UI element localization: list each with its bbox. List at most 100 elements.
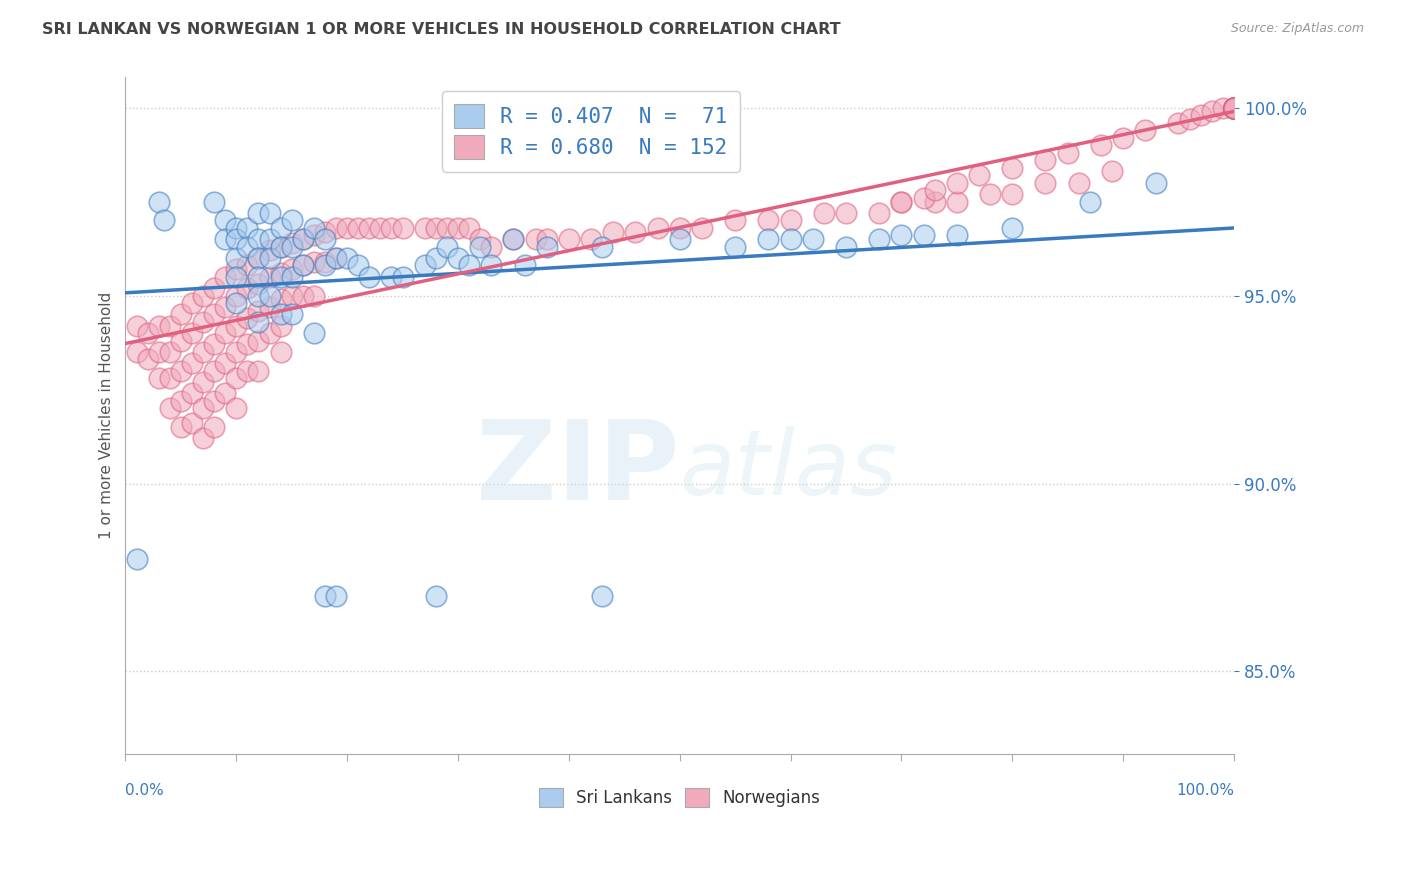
Point xyxy=(202,337,225,351)
Point xyxy=(202,194,225,209)
Point xyxy=(946,176,969,190)
Point xyxy=(690,220,713,235)
Point xyxy=(202,307,225,321)
Point xyxy=(236,311,259,326)
Point xyxy=(502,232,524,246)
Point xyxy=(756,232,779,246)
Point xyxy=(1001,161,1024,175)
Point xyxy=(1212,101,1234,115)
Point xyxy=(170,420,193,434)
Point xyxy=(779,232,801,246)
Point xyxy=(259,326,281,340)
Point xyxy=(1223,101,1246,115)
Point xyxy=(259,300,281,314)
Point xyxy=(214,356,236,370)
Text: ZIP: ZIP xyxy=(477,417,679,524)
Point xyxy=(967,168,990,182)
Point xyxy=(1178,112,1201,126)
Point xyxy=(336,251,359,265)
Point xyxy=(668,232,690,246)
Point xyxy=(225,262,247,277)
Point xyxy=(191,431,214,445)
Point xyxy=(558,232,581,246)
Point xyxy=(270,307,292,321)
Point xyxy=(325,589,347,603)
Text: 0.0%: 0.0% xyxy=(125,783,165,797)
Point xyxy=(1135,123,1157,137)
Point xyxy=(447,251,470,265)
Point xyxy=(391,220,413,235)
Point xyxy=(1035,176,1057,190)
Point xyxy=(458,259,481,273)
Point xyxy=(191,375,214,389)
Point xyxy=(1223,101,1246,115)
Point xyxy=(247,232,270,246)
Point xyxy=(813,206,835,220)
Point xyxy=(336,220,359,235)
Point xyxy=(236,220,259,235)
Y-axis label: 1 or more Vehicles in Household: 1 or more Vehicles in Household xyxy=(100,293,114,540)
Text: SRI LANKAN VS NORWEGIAN 1 OR MORE VEHICLES IN HOUSEHOLD CORRELATION CHART: SRI LANKAN VS NORWEGIAN 1 OR MORE VEHICL… xyxy=(42,22,841,37)
Point xyxy=(1144,176,1167,190)
Point xyxy=(436,220,458,235)
Point xyxy=(247,251,270,265)
Point xyxy=(668,220,690,235)
Point xyxy=(247,315,270,329)
Point xyxy=(259,206,281,220)
Point xyxy=(270,345,292,359)
Point xyxy=(1223,101,1246,115)
Point xyxy=(191,345,214,359)
Text: atlas: atlas xyxy=(679,426,897,514)
Point xyxy=(347,220,370,235)
Point xyxy=(247,206,270,220)
Point xyxy=(280,262,302,277)
Point xyxy=(302,326,325,340)
Point xyxy=(270,318,292,333)
Point xyxy=(181,326,204,340)
Point xyxy=(1223,101,1246,115)
Point xyxy=(225,232,247,246)
Point xyxy=(191,401,214,416)
Point xyxy=(170,307,193,321)
Point xyxy=(148,371,170,385)
Point xyxy=(202,420,225,434)
Point xyxy=(314,225,336,239)
Point xyxy=(890,194,912,209)
Point xyxy=(868,232,890,246)
Point xyxy=(191,315,214,329)
Point xyxy=(302,220,325,235)
Point xyxy=(236,364,259,378)
Point xyxy=(314,259,336,273)
Point xyxy=(280,307,302,321)
Point xyxy=(202,393,225,408)
Point xyxy=(425,220,447,235)
Point xyxy=(259,232,281,246)
Point xyxy=(1223,101,1246,115)
Point xyxy=(946,228,969,243)
Text: 100.0%: 100.0% xyxy=(1175,783,1234,797)
Point xyxy=(579,232,602,246)
Point xyxy=(259,269,281,284)
Point xyxy=(1189,108,1212,122)
Point xyxy=(181,417,204,431)
Point xyxy=(148,345,170,359)
Point xyxy=(314,589,336,603)
Point xyxy=(181,296,204,310)
Point xyxy=(136,352,159,367)
Point xyxy=(1035,153,1057,168)
Point xyxy=(214,386,236,401)
Point xyxy=(380,269,402,284)
Point xyxy=(214,300,236,314)
Point xyxy=(214,232,236,246)
Point xyxy=(125,345,148,359)
Point xyxy=(247,303,270,318)
Point xyxy=(447,220,470,235)
Point xyxy=(1223,101,1246,115)
Point xyxy=(247,269,270,284)
Point xyxy=(801,232,824,246)
Point xyxy=(1223,101,1246,115)
Point xyxy=(1223,101,1246,115)
Point xyxy=(413,220,436,235)
Point xyxy=(202,364,225,378)
Point xyxy=(924,194,946,209)
